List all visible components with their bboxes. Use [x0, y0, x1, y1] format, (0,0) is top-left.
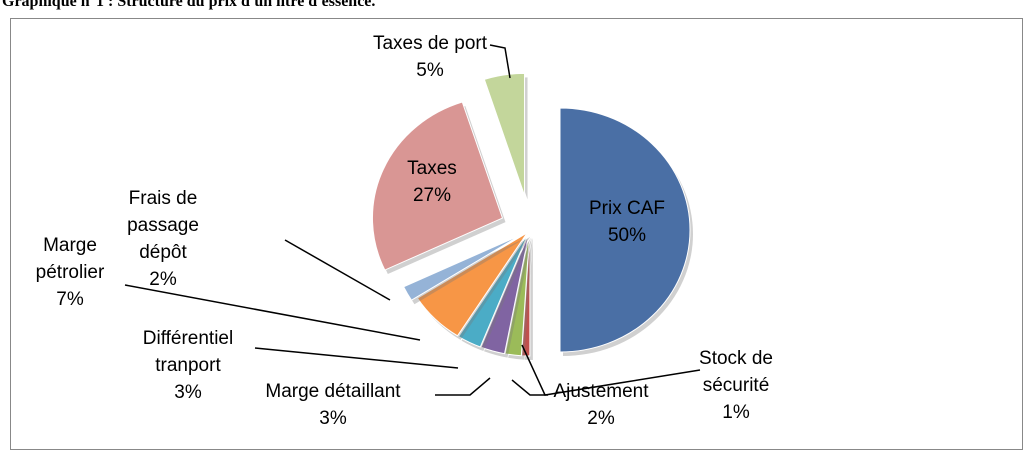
category-label: Différentiel tranport [142, 328, 234, 376]
data-label: Taxes 27% [382, 155, 482, 209]
leader-line [254, 347, 459, 369]
data-label: Ajustement 2% [536, 378, 666, 432]
chart-title: Graphique n°1 : Structure du prix d'un l… [2, 0, 376, 10]
pie-slice [416, 232, 528, 337]
data-label: Différentiel tranport 3% [123, 325, 253, 406]
leader-line [489, 44, 511, 79]
data-label: Marge détaillant 3% [233, 378, 433, 432]
pie-slice [457, 233, 529, 348]
value-label: 7% [56, 289, 84, 310]
pie-slice [371, 101, 504, 271]
leader-line [284, 239, 391, 301]
category-label: Marge détaillant [265, 381, 401, 402]
value-label: 3% [319, 408, 347, 429]
category-label: Taxes de port [372, 33, 488, 54]
value-label: 2% [149, 269, 177, 290]
data-label: Marge pétrolier 7% [20, 232, 120, 313]
category-label: Ajustement [553, 381, 649, 402]
pie-slice [402, 234, 522, 301]
category-label: Taxes [407, 158, 457, 179]
pie-slice [483, 72, 526, 196]
category-label: Stock de sécurité [699, 348, 773, 396]
value-label: 3% [174, 382, 202, 403]
chart [124, 44, 701, 396]
pie-slice [480, 233, 530, 355]
pie-slice [559, 107, 691, 353]
category-label: Frais de passage dépôt [127, 188, 199, 263]
value-label: 2% [587, 408, 615, 429]
leader-line [511, 379, 548, 396]
data-label: Taxes de port 5% [345, 30, 515, 84]
data-label: Prix CAF 50% [567, 195, 687, 249]
data-label: Stock de sécurité 1% [681, 345, 791, 426]
value-label: 27% [412, 185, 452, 206]
leader-line [435, 377, 491, 396]
value-label: 5% [416, 60, 444, 81]
category-label: Marge pétrolier [35, 235, 105, 283]
value-label: 1% [722, 402, 750, 423]
data-label: Frais de passage dépôt 2% [118, 185, 208, 293]
category-label: Prix CAF [589, 198, 665, 219]
leader-line [124, 284, 421, 341]
value-label: 50% [607, 225, 647, 246]
pie-shadow [406, 238, 525, 305]
pie-slice [504, 233, 530, 357]
